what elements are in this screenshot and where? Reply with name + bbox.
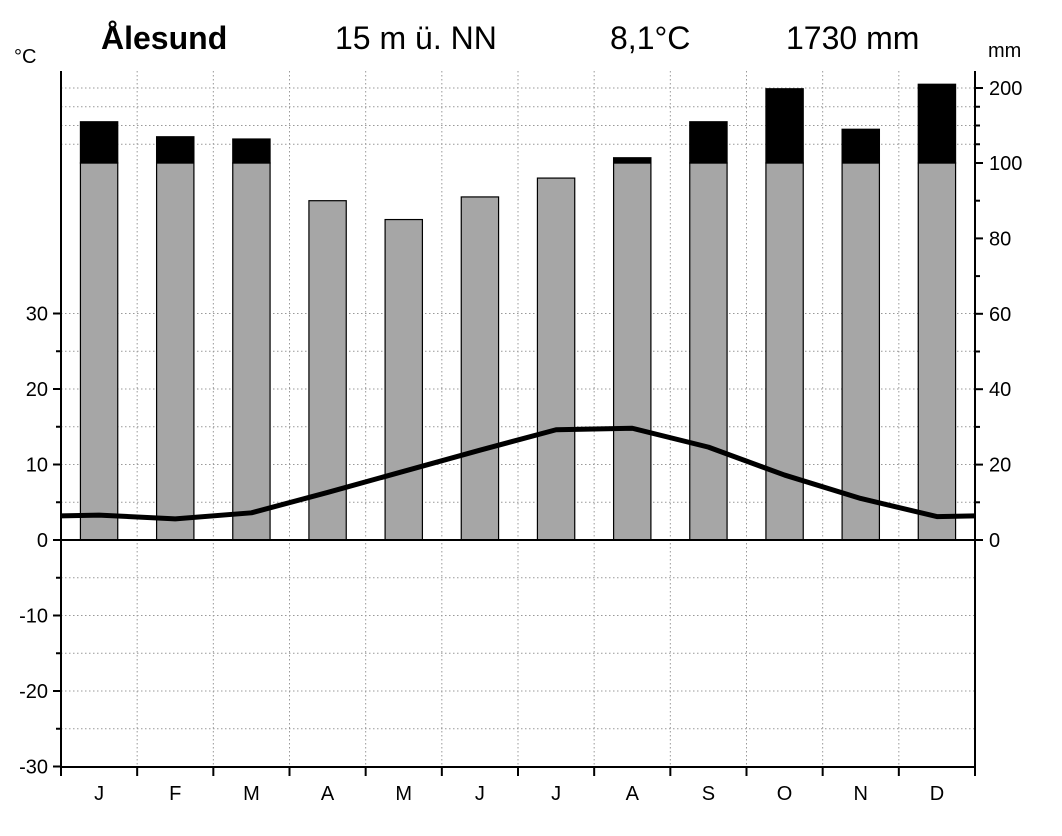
precip-bar-excess xyxy=(612,157,652,164)
right-tick-label: 20 xyxy=(989,455,1011,477)
precip-bar-excess xyxy=(765,88,804,164)
right-tick-label: 60 xyxy=(989,304,1011,326)
month-label: F xyxy=(169,783,181,805)
right-tick-label: 0 xyxy=(989,530,1000,552)
precipitation-bars xyxy=(79,83,957,541)
annual-precipitation: 1730 mm xyxy=(786,20,919,56)
precip-bar xyxy=(460,196,500,541)
month-label: N xyxy=(854,783,868,805)
precip-bar-excess xyxy=(79,121,119,164)
elevation: 15 m ü. NN xyxy=(335,20,497,56)
month-label: O xyxy=(777,783,793,805)
left-tick-label: -30 xyxy=(19,757,48,779)
right-axis-unit: mm xyxy=(988,40,1021,62)
precip-bar xyxy=(689,162,728,541)
precip-bar xyxy=(79,162,119,541)
right-tick-label: 100 xyxy=(989,153,1022,175)
left-axis-unit: °C xyxy=(14,46,36,68)
precip-bar xyxy=(536,177,576,541)
month-label: J xyxy=(94,783,104,805)
left-tick-label: -20 xyxy=(19,681,48,703)
precip-bar-excess xyxy=(841,128,881,164)
month-label: S xyxy=(702,783,715,805)
precip-bar xyxy=(765,162,804,541)
station-name: Ålesund xyxy=(101,20,227,56)
precip-bar xyxy=(612,162,652,541)
precip-bar xyxy=(308,200,347,541)
precip-bar xyxy=(232,162,271,541)
left-tick-label: -10 xyxy=(19,606,48,628)
precip-bar xyxy=(841,162,881,541)
month-label: J xyxy=(551,783,561,805)
grid xyxy=(61,71,975,767)
precip-bar-excess xyxy=(689,121,728,164)
right-tick-label: 40 xyxy=(989,379,1011,401)
left-tick-label: 30 xyxy=(26,304,48,326)
precip-bar xyxy=(384,218,424,541)
month-label: J xyxy=(475,783,485,805)
temperature-line xyxy=(60,425,976,522)
right-tick-label: 200 xyxy=(989,78,1022,100)
month-label: D xyxy=(930,783,944,805)
precip-bar-excess xyxy=(917,83,957,164)
right-tick-label: 80 xyxy=(989,228,1011,250)
axes xyxy=(53,71,983,776)
precip-bar xyxy=(155,162,195,541)
precip-bar-excess xyxy=(155,136,195,164)
precip-bar xyxy=(917,162,957,541)
left-tick-label: 10 xyxy=(26,455,48,477)
month-label: M xyxy=(243,783,260,805)
left-tick-label: 0 xyxy=(37,530,48,552)
precip-bar-excess xyxy=(232,138,271,164)
month-label: A xyxy=(626,783,640,805)
month-label: A xyxy=(321,783,335,805)
temperature-line-group xyxy=(60,425,976,522)
mean-temperature: 8,1°C xyxy=(610,20,690,56)
left-tick-label: 20 xyxy=(26,379,48,401)
month-label: M xyxy=(395,783,412,805)
